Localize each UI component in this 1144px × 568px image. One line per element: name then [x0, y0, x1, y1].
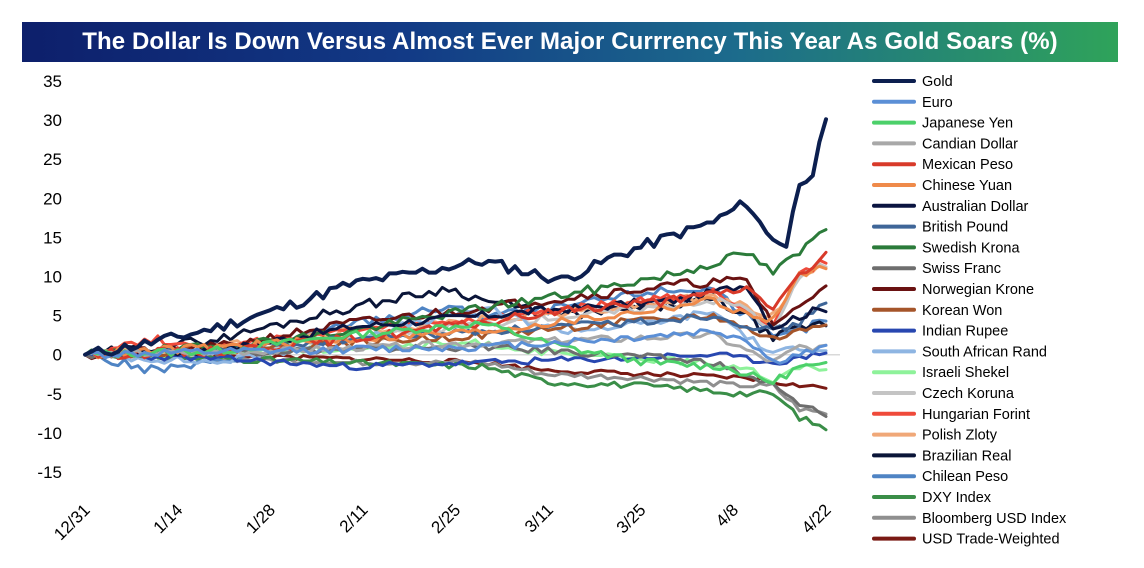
legend-label: Mexican Peso	[922, 157, 1013, 173]
legend-item: Czech Koruna	[872, 386, 1015, 402]
legend-label: Israeli Shekel	[922, 365, 1009, 381]
legend-label: Gold	[922, 74, 953, 90]
series-line-gold	[83, 117, 828, 357]
legend-label: Brazilian Real	[922, 448, 1011, 464]
legend-item: Australian Dollar	[872, 199, 1029, 215]
y-tick-label: 35	[43, 72, 62, 91]
legend-label: Chilean Peso	[922, 469, 1008, 485]
legend-item: Chinese Yuan	[872, 178, 1012, 194]
y-tick-label: -10	[37, 424, 62, 443]
legend-label: Swiss Franc	[922, 261, 1001, 277]
y-tick-label: 5	[53, 307, 62, 326]
legend-item: Indian Rupee	[872, 324, 1008, 340]
legend-label: Czech Koruna	[922, 386, 1015, 402]
y-tick-label: 15	[43, 228, 62, 247]
legend-label: Hungarian Forint	[922, 407, 1030, 423]
y-tick-label: 0	[53, 346, 62, 365]
legend-item: Korean Won	[872, 303, 1002, 319]
legend-item: Norwegian Krone	[872, 282, 1034, 298]
legend-item: DXY Index	[872, 490, 992, 506]
legend-label: USD Trade-Weighted	[922, 532, 1060, 548]
line-chart: 35 30 25 20 15 10 5 0 -5 -10 -15 12/31 1/14 1/28 2/11 2…	[37, 72, 1067, 548]
x-tick-label: 4/22	[798, 500, 835, 537]
y-tick-label: 20	[43, 189, 62, 208]
legend-item: USD Trade-Weighted	[872, 532, 1060, 548]
legend-label: Chinese Yuan	[922, 178, 1012, 194]
legend-item: Mexican Peso	[872, 157, 1013, 173]
legend-label: Japanese Yen	[922, 116, 1013, 132]
legend-item: Bloomberg USD Index	[872, 511, 1067, 527]
y-tick-label: 10	[43, 268, 62, 287]
legend-label: Candian Dollar	[922, 136, 1018, 152]
legend-item: Polish Zloty	[872, 428, 998, 444]
legend-label: Australian Dollar	[922, 199, 1029, 215]
legend-label: Bloomberg USD Index	[922, 511, 1067, 527]
y-tick-label: -5	[47, 385, 62, 404]
series-line-euro	[83, 328, 828, 365]
legend-item: Swedish Krona	[872, 240, 1020, 256]
x-tick-label: 3/25	[613, 500, 650, 537]
y-tick-label: -15	[37, 463, 62, 482]
y-tick-label: 25	[43, 150, 62, 169]
legend-label: British Pound	[922, 220, 1008, 236]
legend-item: Swiss Franc	[872, 261, 1001, 277]
legend-label: Korean Won	[922, 303, 1002, 319]
x-tick-label: 4/8	[712, 500, 742, 530]
legend-label: Polish Zloty	[922, 428, 998, 444]
legend-label: Norwegian Krone	[922, 282, 1034, 298]
y-tick-label: 30	[43, 111, 62, 130]
series-line-indian-rupee	[83, 350, 828, 372]
legend-item: Brazilian Real	[872, 448, 1011, 464]
x-tick-label: 12/31	[50, 500, 94, 544]
legend-item: Israeli Shekel	[872, 365, 1009, 381]
legend-item: Chilean Peso	[872, 469, 1008, 485]
legend-item: Euro	[872, 95, 953, 111]
legend-item: South African Rand	[872, 344, 1047, 360]
chart-title-banner: The Dollar Is Down Versus Almost Ever Ma…	[22, 22, 1118, 62]
x-tick-label: 1/28	[242, 500, 279, 537]
x-tick-label: 2/11	[336, 500, 372, 536]
legend-label: Euro	[922, 95, 953, 111]
x-tick-label: 3/11	[521, 500, 557, 536]
legend-label: South African Rand	[922, 344, 1047, 360]
series-line-japanese-yen	[83, 320, 828, 386]
legend-label: Indian Rupee	[922, 324, 1008, 340]
legend-label: DXY Index	[922, 490, 992, 506]
chart-title: The Dollar Is Down Versus Almost Ever Ma…	[82, 28, 1058, 55]
x-tick-label: 2/25	[427, 500, 464, 537]
legend-item: British Pound	[872, 220, 1008, 236]
legend-label: Swedish Krona	[922, 240, 1020, 256]
legend-item: Hungarian Forint	[872, 407, 1030, 423]
legend-item: Japanese Yen	[872, 116, 1013, 132]
legend-item: Gold	[872, 74, 953, 90]
x-tick-label: 1/14	[150, 500, 187, 537]
legend-item: Candian Dollar	[872, 136, 1018, 152]
